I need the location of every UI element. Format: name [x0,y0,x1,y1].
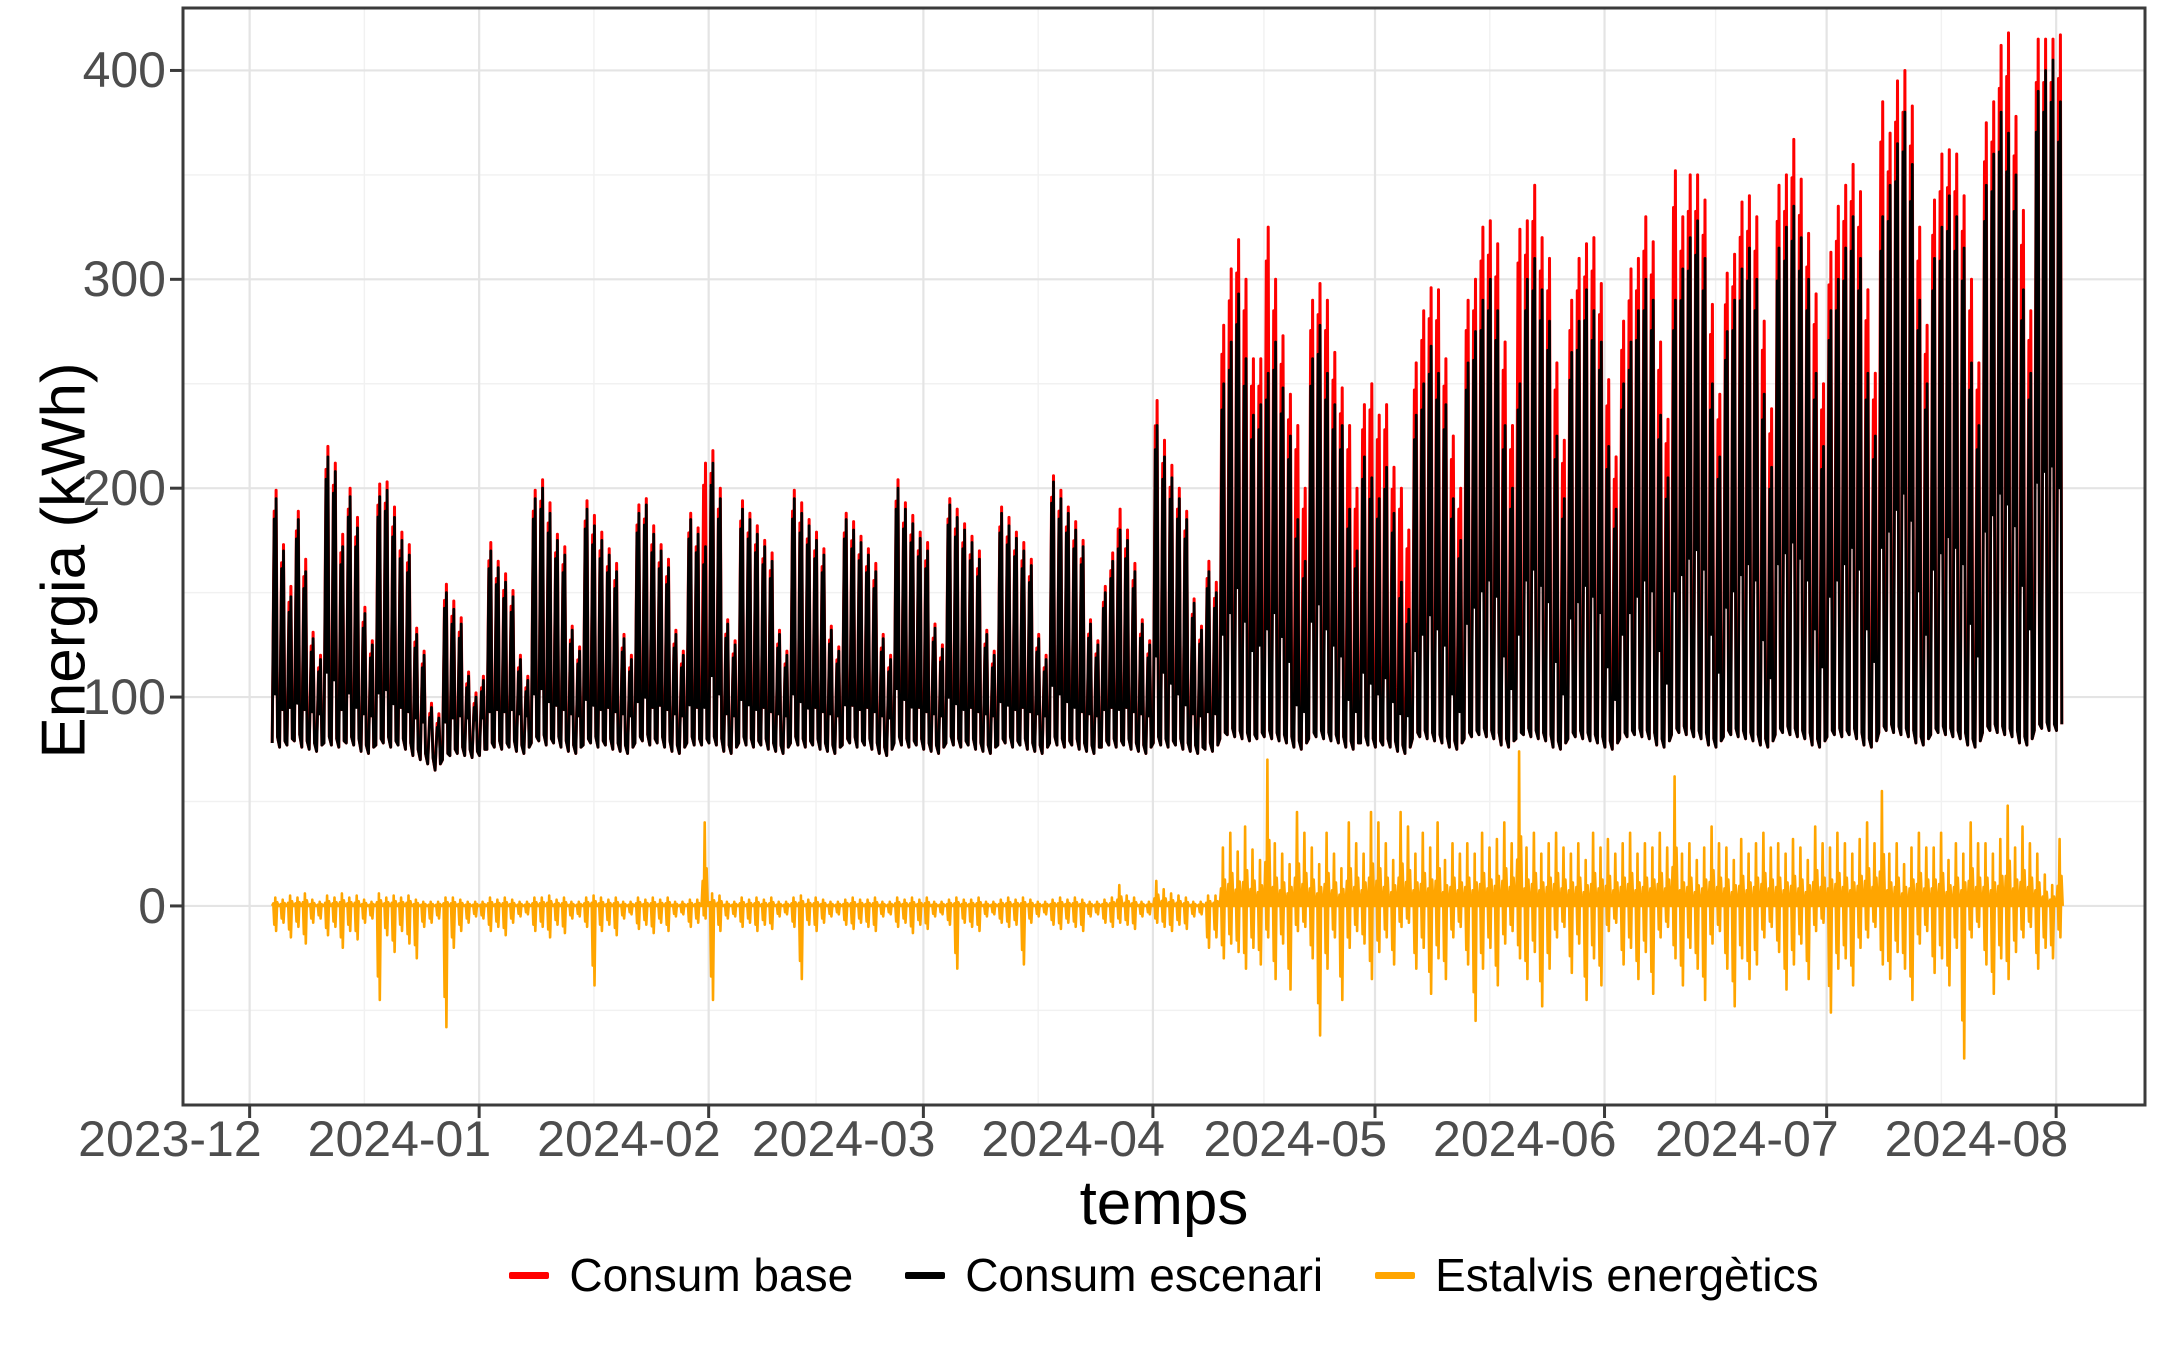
x-tick-label: 2024-05 [1203,1111,1388,1167]
y-tick-label: 200 [82,460,166,517]
x-tick-label: 2024-03 [751,1111,936,1167]
legend-key-dash-icon [905,1271,946,1279]
legend-key-dash-icon [1375,1271,1416,1279]
chart-legend: Consum base Consum escenari Estalvis ene… [183,1248,2145,1302]
x-tick-label: 2024-02 [537,1111,721,1167]
x-tick-label: 2024-01 [307,1111,492,1167]
y-axis-title: Energia (kWh) [29,362,99,759]
y-tick-label: 400 [82,42,166,99]
series-consum-escenari [270,58,2064,772]
legend-label: Estalvis energètics [1435,1249,1819,1301]
legend-label: Consum escenari [965,1249,1324,1301]
x-axis-title: temps [1079,1169,1249,1238]
y-tick-label: 300 [82,251,166,308]
plot-panel [183,8,2145,1105]
legend-key-dash-icon [509,1271,550,1279]
legend-item: Consum escenari [905,1248,1323,1302]
x-tick-label: 2024-07 [1655,1111,1839,1167]
series-estalvis-energetics [270,750,2064,1060]
x-tick-label: 2024-06 [1433,1111,1617,1167]
x-tick-label: 2023-12 [78,1111,262,1167]
x-tick-label: 2024-04 [981,1111,1165,1167]
legend-item: Estalvis energètics [1375,1248,1819,1302]
legend-item: Consum base [509,1248,853,1302]
y-tick-label: 0 [138,877,166,934]
legend-label: Consum base [569,1249,854,1301]
y-tick-label: 100 [82,669,166,726]
x-tick-label: 2024-08 [1884,1111,2069,1167]
panel-border [181,6,2147,1107]
